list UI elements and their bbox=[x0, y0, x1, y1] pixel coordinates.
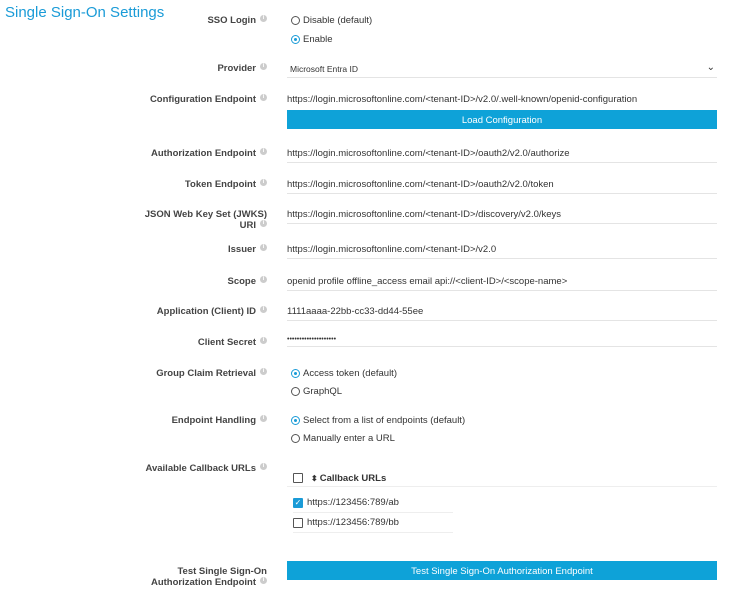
info-icon[interactable]: i bbox=[260, 415, 267, 422]
page-title: Single Sign-On Settings bbox=[5, 4, 165, 21]
row-checkbox[interactable] bbox=[293, 517, 303, 528]
auth-label: Authorization Endpoint i bbox=[151, 148, 267, 159]
callback-table-header: ⬍ Callback URLs bbox=[287, 470, 717, 487]
info-icon[interactable]: i bbox=[260, 15, 267, 22]
info-icon[interactable]: i bbox=[260, 337, 267, 344]
info-icon[interactable]: i bbox=[260, 368, 267, 375]
callback-urls-label: Available Callback URLs i bbox=[145, 463, 267, 474]
provider-label: Provider i bbox=[217, 63, 267, 74]
client-id-label: Application (Client) ID i bbox=[157, 306, 267, 317]
client-secret-label: Client Secret i bbox=[198, 337, 267, 348]
sso-disable-radio[interactable]: Disable (default) bbox=[291, 15, 372, 26]
auth-endpoint-input[interactable]: https://login.microsoftonline.com/<tenan… bbox=[287, 148, 717, 163]
sso-enable-radio[interactable]: Enable bbox=[291, 34, 333, 45]
info-icon[interactable]: i bbox=[260, 179, 267, 186]
info-icon[interactable]: i bbox=[260, 220, 267, 227]
config-endpoint-input[interactable]: https://login.microsoftonline.com/<tenan… bbox=[287, 94, 638, 105]
token-endpoint-input[interactable]: https://login.microsoftonline.com/<tenan… bbox=[287, 179, 717, 194]
callback-url: https://123456:789/bb bbox=[307, 517, 399, 528]
jwks-label: JSON Web Key Set (JWKS) URI i bbox=[144, 209, 267, 231]
issuer-input[interactable]: https://login.microsoftonline.com/<tenan… bbox=[287, 244, 717, 259]
graphql-radio[interactable]: GraphQL bbox=[291, 386, 342, 397]
scope-input[interactable]: openid profile offline_access email api:… bbox=[287, 276, 717, 291]
sso-login-label: SSO Login i bbox=[207, 15, 267, 26]
info-icon[interactable]: i bbox=[260, 306, 267, 313]
info-icon[interactable]: i bbox=[260, 463, 267, 470]
group-claim-label: Group Claim Retrieval i bbox=[156, 368, 267, 379]
load-configuration-button[interactable]: Load Configuration bbox=[287, 110, 717, 129]
jwks-uri-input[interactable]: https://login.microsoftonline.com/<tenan… bbox=[287, 209, 717, 224]
select-list-radio[interactable]: Select from a list of endpoints (default… bbox=[291, 415, 465, 426]
info-icon[interactable]: i bbox=[260, 577, 267, 584]
info-icon[interactable]: i bbox=[260, 63, 267, 70]
client-secret-input[interactable]: •••••••••••••••••••• bbox=[287, 336, 717, 347]
info-icon[interactable]: i bbox=[260, 276, 267, 283]
client-id-input[interactable]: 1111aaaa-22bb-cc33-dd44-55ee bbox=[287, 306, 717, 321]
callback-row[interactable]: ✓ https://123456:789/ab bbox=[293, 497, 453, 513]
sort-icon[interactable]: ⬍ bbox=[311, 473, 318, 483]
info-icon[interactable]: i bbox=[260, 94, 267, 101]
info-icon[interactable]: i bbox=[260, 148, 267, 155]
callback-row[interactable]: https://123456:789/bb bbox=[293, 517, 453, 533]
issuer-label: Issuer i bbox=[228, 244, 267, 255]
config-label: Configuration Endpoint i bbox=[150, 94, 267, 105]
info-icon[interactable]: i bbox=[260, 244, 267, 251]
manual-url-radio[interactable]: Manually enter a URL bbox=[291, 433, 395, 444]
access-token-radio[interactable]: Access token (default) bbox=[291, 368, 397, 379]
token-label: Token Endpoint i bbox=[185, 179, 267, 190]
test-sso-button[interactable]: Test Single Sign-On Authorization Endpoi… bbox=[287, 561, 717, 580]
callback-url: https://123456:789/ab bbox=[307, 497, 399, 508]
row-checkbox[interactable]: ✓ bbox=[293, 497, 303, 508]
test-sso-label: Test Single Sign-On Authorization Endpoin… bbox=[150, 566, 267, 588]
column-header[interactable]: Callback URLs bbox=[319, 472, 387, 484]
endpoint-handling-label: Endpoint Handling i bbox=[172, 415, 267, 426]
chevron-down-icon: ⌄ bbox=[706, 62, 715, 73]
select-all-checkbox[interactable] bbox=[293, 473, 303, 483]
provider-select[interactable]: Microsoft Entra ID ⌄ bbox=[287, 62, 717, 78]
scope-label: Scope i bbox=[227, 276, 267, 287]
